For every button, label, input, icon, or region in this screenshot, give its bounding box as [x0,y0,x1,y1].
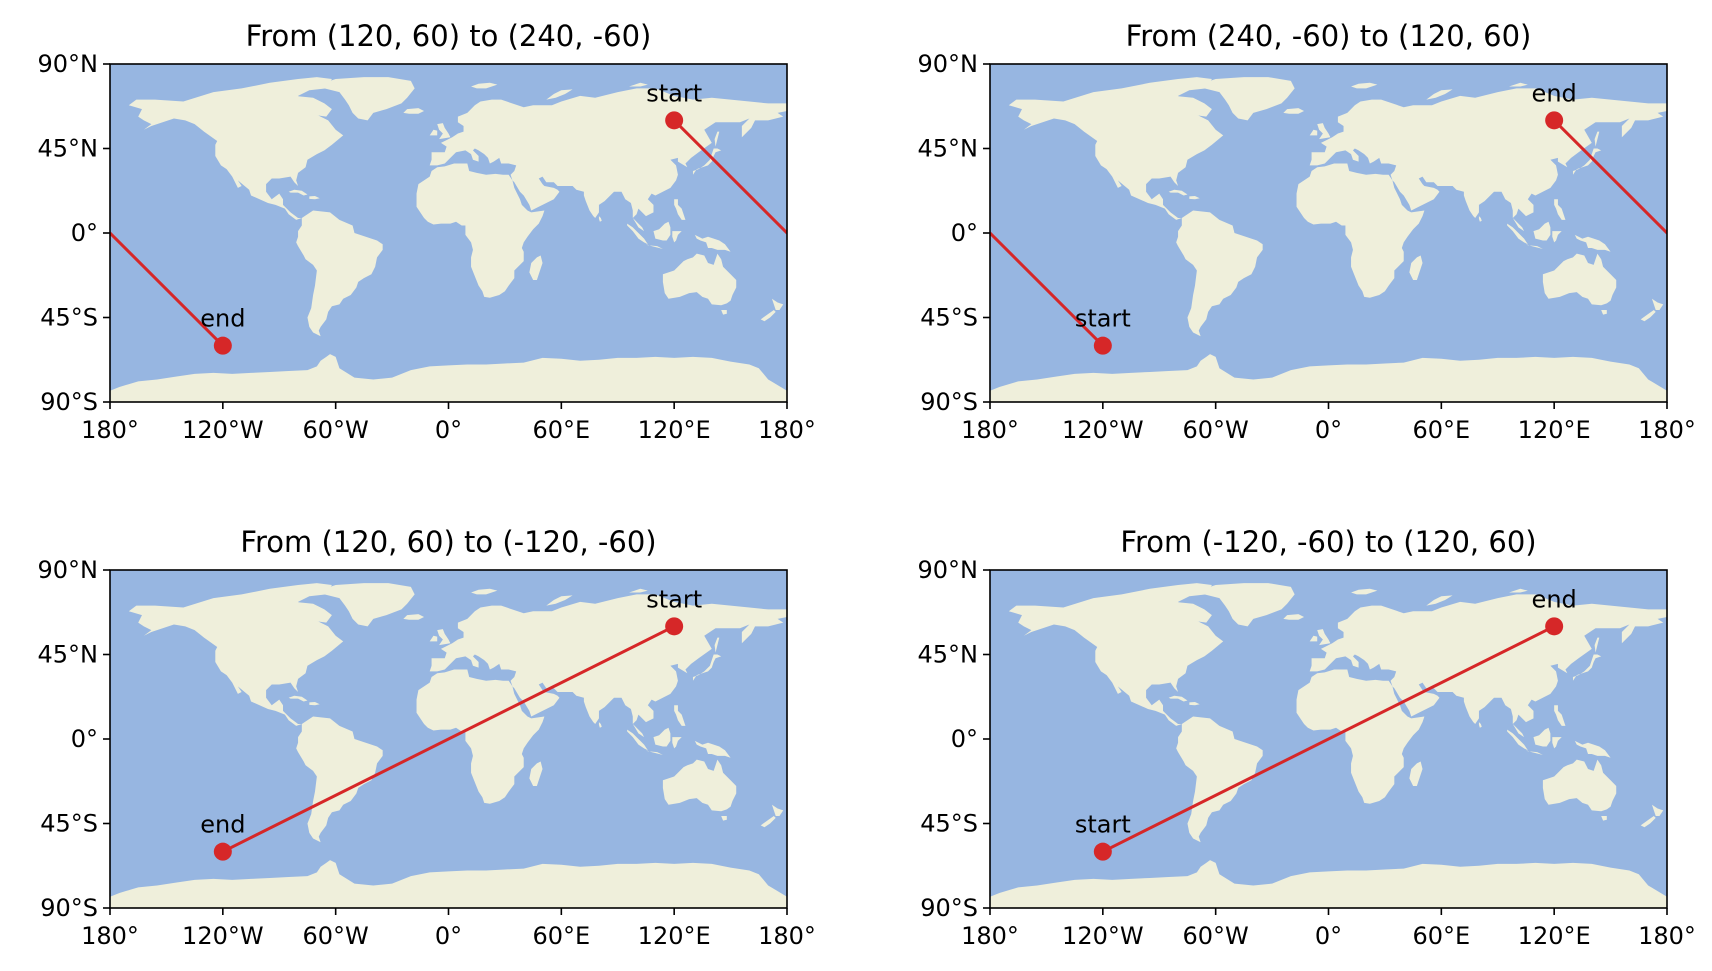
map-panel-1: From (120, 60) to (240, -60) start end 180°… [38,19,816,444]
x-tick-label: 60°E [532,922,590,950]
start-point-marker [665,617,684,636]
route-line [110,231,225,348]
route-line [221,624,676,854]
y-tick-label: 90°S [40,894,98,922]
y-tick-label: 45°S [920,810,978,838]
route-layer [221,624,676,854]
end-point-marker [213,336,232,355]
panels-layer: From (120, 60) to (240, -60) start end 180°… [38,19,1696,950]
panel-title: From (240, -60) to (120, 60) [1126,19,1532,53]
start-point-label: start [1075,811,1131,839]
x-tick-label: 0° [1315,922,1342,950]
y-tick-label: 0° [951,725,978,753]
route-layer [110,118,787,348]
panel-title: From (120, 60) to (-120, -60) [240,525,656,559]
map-panel-2: From (240, -60) to (120, 60) start end 180°… [918,19,1696,444]
start-point-label: start [1075,305,1131,333]
y-tick-label: 45°N [38,135,99,163]
y-tick-label: 90°N [918,50,979,78]
x-tick-label: 180° [961,922,1019,950]
y-tick-label: 45°N [918,641,979,669]
panel-title: From (-120, -60) to (120, 60) [1120,525,1536,559]
x-tick-label: 120°W [182,416,264,444]
x-tick-label: 120°W [1062,922,1144,950]
start-point-marker [665,111,684,130]
x-tick-label: 60°W [303,922,369,950]
route-layer [990,118,1667,348]
x-tick-label: 120°E [1518,416,1591,444]
start-point-marker [1093,842,1112,861]
y-tick-label: 45°S [40,304,98,332]
x-tick-label: 180° [758,416,816,444]
route-line [1101,624,1556,854]
y-tick-label: 45°S [920,304,978,332]
end-point-marker [1545,111,1564,130]
x-tick-label: 180° [758,922,816,950]
start-point-marker [1093,336,1112,355]
y-tick-label: 0° [71,219,98,247]
x-tick-label: 60°E [1412,922,1470,950]
route-line [1552,118,1667,235]
end-point-label: end [200,811,245,839]
y-tick-label: 0° [71,725,98,753]
end-point-label: end [200,305,245,333]
y-tick-label: 90°N [38,556,99,584]
end-point-marker [1545,617,1564,636]
start-point-label: start [646,585,702,613]
x-tick-label: 120°E [1518,922,1591,950]
x-tick-label: 60°W [1183,416,1249,444]
y-tick-label: 90°N [38,50,99,78]
y-tick-label: 90°S [40,388,98,416]
x-tick-label: 180° [81,922,139,950]
x-tick-label: 0° [1315,416,1342,444]
x-tick-label: 0° [435,416,462,444]
x-tick-label: 60°W [1183,922,1249,950]
y-tick-label: 90°S [920,388,978,416]
route-line [672,118,787,235]
panel-title: From (120, 60) to (240, -60) [246,19,652,53]
end-point-label: end [1532,79,1577,107]
x-tick-label: 0° [435,922,462,950]
x-tick-label: 180° [961,416,1019,444]
y-tick-label: 90°S [920,894,978,922]
x-tick-label: 60°E [532,416,590,444]
y-tick-label: 90°N [918,556,979,584]
map-panel-4: From (-120, -60) to (120, 60) start end 180… [918,525,1696,950]
y-tick-label: 45°S [40,810,98,838]
y-tick-label: 45°N [38,641,99,669]
y-tick-label: 0° [951,219,978,247]
x-tick-label: 180° [1638,416,1696,444]
x-tick-label: 60°E [1412,416,1470,444]
x-tick-label: 120°E [638,416,711,444]
x-tick-label: 120°E [638,922,711,950]
start-point-label: start [646,79,702,107]
route-line [990,231,1105,348]
x-tick-label: 120°W [182,922,264,950]
end-point-marker [213,842,232,861]
x-tick-label: 60°W [303,416,369,444]
x-tick-label: 180° [1638,922,1696,950]
x-tick-label: 180° [81,416,139,444]
end-point-label: end [1532,585,1577,613]
y-tick-label: 45°N [918,135,979,163]
route-layer [1101,624,1556,854]
map-panel-3: From (120, 60) to (-120, -60) start end 180… [38,525,816,950]
x-tick-label: 120°W [1062,416,1144,444]
